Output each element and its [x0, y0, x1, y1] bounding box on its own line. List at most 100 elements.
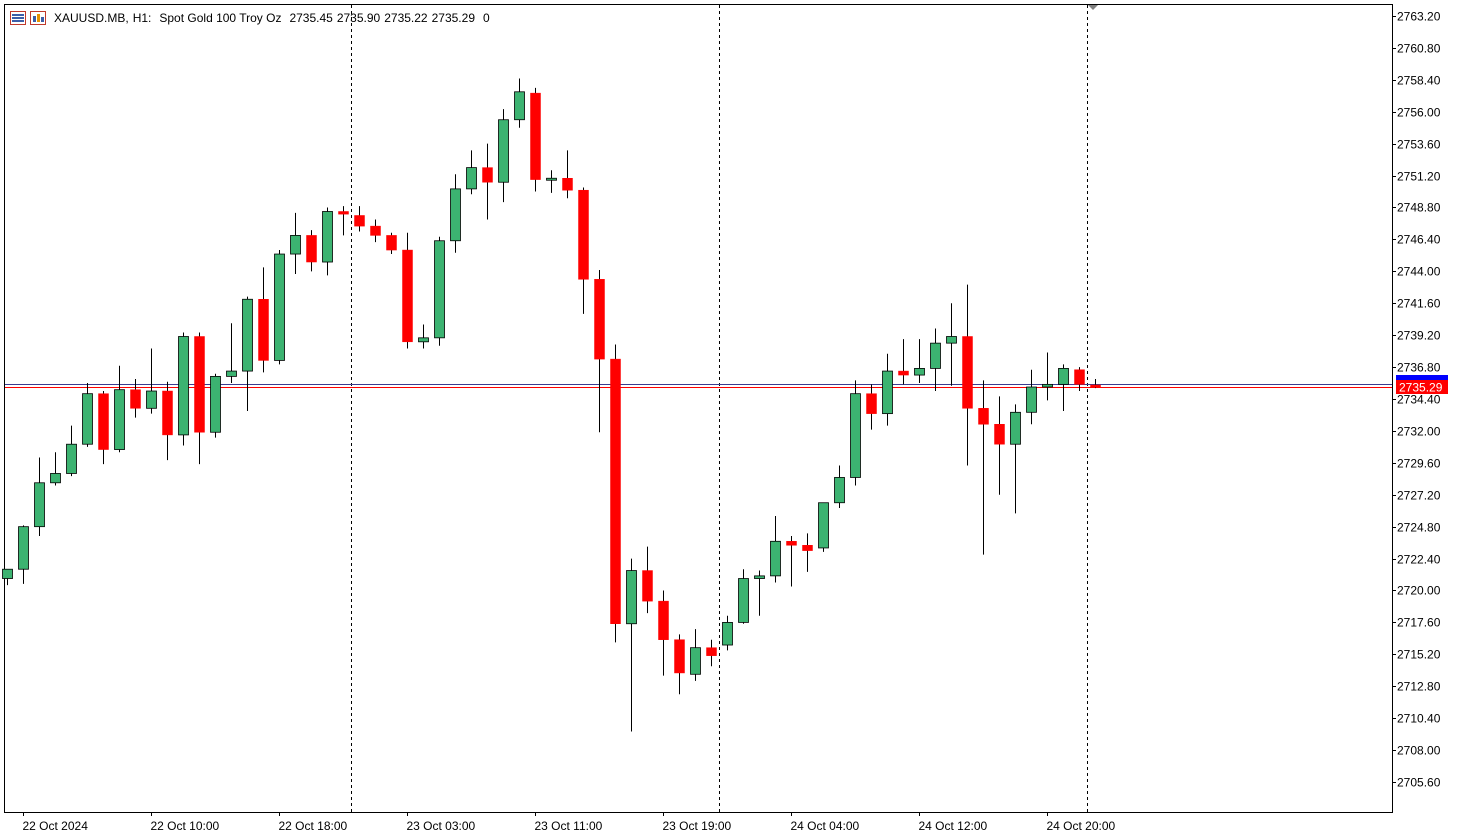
candle — [450, 174, 461, 253]
time-tick-label: 23 Oct 11:00 — [535, 819, 603, 833]
bull-candle-body — [514, 91, 525, 121]
indicators-icon[interactable] — [30, 11, 46, 25]
candle — [866, 384, 877, 430]
chart-window-icon[interactable] — [10, 11, 26, 25]
bid-price-label: 2735.29 — [1399, 381, 1443, 395]
candle — [930, 328, 941, 392]
bull-candle-body — [1042, 383, 1053, 388]
bear-candle-body — [962, 336, 973, 409]
bear-candle-body — [866, 393, 877, 414]
bull-candle-body — [882, 370, 893, 415]
candle — [290, 212, 301, 274]
candle — [162, 381, 173, 461]
bear-candle-body — [978, 408, 989, 425]
price-tick-label: 2758.40 — [1397, 74, 1441, 88]
price-tick-label: 2741.60 — [1397, 297, 1441, 311]
chart-header: XAUUSD.MB, H1: Spot Gold 100 Troy Oz 273… — [10, 9, 496, 27]
candle — [34, 457, 45, 536]
candle — [210, 373, 221, 438]
price-tick-label: 2705.60 — [1397, 776, 1441, 790]
price-tick-label: 2760.80 — [1397, 42, 1441, 56]
candle — [418, 324, 429, 349]
price-tick-label: 2710.40 — [1397, 712, 1441, 726]
bull-candle-body — [818, 502, 829, 549]
bear-candle-body — [386, 235, 397, 251]
candle — [146, 348, 157, 414]
candle — [130, 379, 141, 418]
bear-candle-body — [130, 389, 141, 409]
candle — [818, 502, 829, 552]
bid-price-tag — [1396, 380, 1448, 394]
bull-candle-body — [226, 370, 237, 377]
bull-candle-body — [418, 337, 429, 343]
candles — [2, 78, 1101, 732]
bull-candle-body — [690, 647, 701, 675]
price-tick-label: 2717.60 — [1397, 616, 1441, 630]
bull-candle-body — [1026, 386, 1037, 413]
bull-candle-body — [178, 336, 189, 436]
candle — [674, 634, 685, 695]
bear-candle-body — [610, 358, 621, 624]
candle — [50, 452, 61, 486]
candle — [834, 465, 845, 509]
time-axis[interactable]: 22 Oct 2024 22 Oct 10:00 22 Oct 18:00 23 Oc… — [23, 812, 1116, 833]
price-tick-label: 2734.40 — [1397, 393, 1441, 407]
time-tick-label: 23 Oct 19:00 — [663, 819, 732, 833]
candle — [962, 284, 973, 466]
price-tick-label: 2744.00 — [1397, 265, 1441, 279]
symbol-label: XAUUSD.MB, — [54, 11, 129, 25]
bull-candle-body — [930, 342, 941, 369]
candle — [434, 236, 445, 346]
candle — [386, 232, 397, 255]
bull-candle-body — [466, 167, 477, 190]
candle — [802, 533, 813, 572]
price-tick-label: 2739.20 — [1397, 329, 1441, 343]
candle — [242, 296, 253, 411]
price-tick-label: 2708.00 — [1397, 744, 1441, 758]
bull-candle-body — [722, 622, 733, 646]
candle — [994, 396, 1005, 495]
candle — [226, 323, 237, 384]
candle — [114, 365, 125, 453]
candle — [786, 535, 797, 587]
bear-candle-body — [1074, 369, 1085, 385]
price-tick-label: 2753.60 — [1397, 138, 1441, 152]
price-tick-label: 2727.20 — [1397, 489, 1441, 503]
bear-candle-body — [1090, 384, 1101, 388]
bull-candle-body — [626, 570, 637, 625]
bear-candle-body — [530, 92, 541, 180]
price-axis[interactable]: 2763.20 2760.80 2758.40 2756.00 2753.60 2751.… — [1392, 10, 1441, 790]
price-tick-label: 2722.40 — [1397, 553, 1441, 567]
bear-candle-body — [402, 249, 413, 343]
candle — [738, 569, 749, 624]
candle — [338, 206, 349, 236]
close-value: 2735.29 — [431, 11, 475, 25]
time-tick-label: 22 Oct 2024 — [23, 819, 89, 833]
candle — [754, 570, 765, 616]
candle — [770, 516, 781, 583]
price-tick-label: 2756.00 — [1397, 106, 1441, 120]
price-tick-label: 2736.80 — [1397, 361, 1441, 375]
plot-area-frame — [4, 4, 1393, 813]
price-tick-label: 2724.80 — [1397, 521, 1441, 535]
bear-candle-body — [482, 167, 493, 183]
price-lines — [5, 384, 1392, 388]
bear-candle-body — [370, 225, 381, 236]
ask-price-tag — [1396, 375, 1448, 381]
price-tags: 2735.29 — [1396, 375, 1448, 395]
candle — [722, 615, 733, 651]
low-value: 2735.22 — [384, 11, 428, 25]
shift-marker-icon[interactable] — [1088, 5, 1098, 10]
candle — [1010, 404, 1021, 514]
time-tick-label: 22 Oct 10:00 — [151, 819, 220, 833]
bull-candle-body — [546, 177, 557, 181]
price-tick-label: 2729.60 — [1397, 457, 1441, 471]
bear-candle-body — [354, 215, 365, 227]
bull-candle-body — [34, 482, 45, 528]
bull-candle-body — [946, 336, 957, 344]
bear-candle-body — [562, 177, 573, 191]
bear-candle-body — [642, 570, 653, 602]
bear-candle-body — [98, 393, 109, 450]
